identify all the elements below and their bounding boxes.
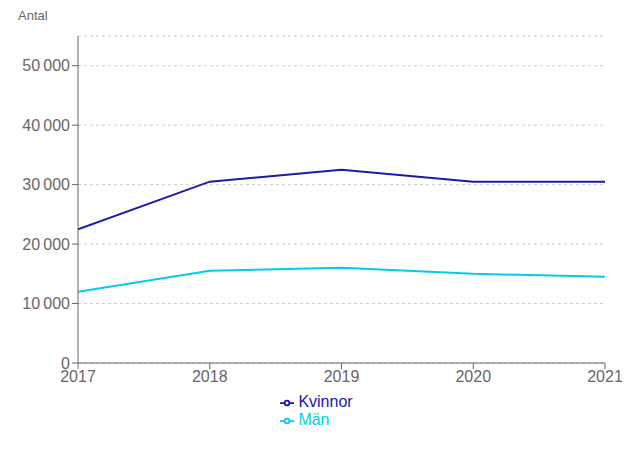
html-text:Män: Män — [298, 411, 330, 428]
svg-text:2019: 2019 — [324, 368, 360, 385]
svg-text:2017: 2017 — [60, 368, 96, 386]
svg-text:40 000: 40 000 — [22, 117, 70, 134]
svg-text:50 000: 50 000 — [22, 57, 70, 74]
svg-text:2018: 2018 — [192, 368, 228, 385]
svg-text:10 000: 10 000 — [22, 295, 70, 312]
svg-text:20 000: 20 000 — [22, 236, 70, 253]
html-text:Antal: Antal — [18, 8, 48, 23]
svg-text:2021: 2021 — [587, 368, 623, 385]
svg-text:30 000: 30 000 — [22, 176, 70, 193]
html-text:Kvinnor: Kvinnor — [298, 393, 353, 410]
svg-text:2020: 2020 — [455, 368, 491, 385]
svg-text:0: 0 — [61, 355, 70, 372]
